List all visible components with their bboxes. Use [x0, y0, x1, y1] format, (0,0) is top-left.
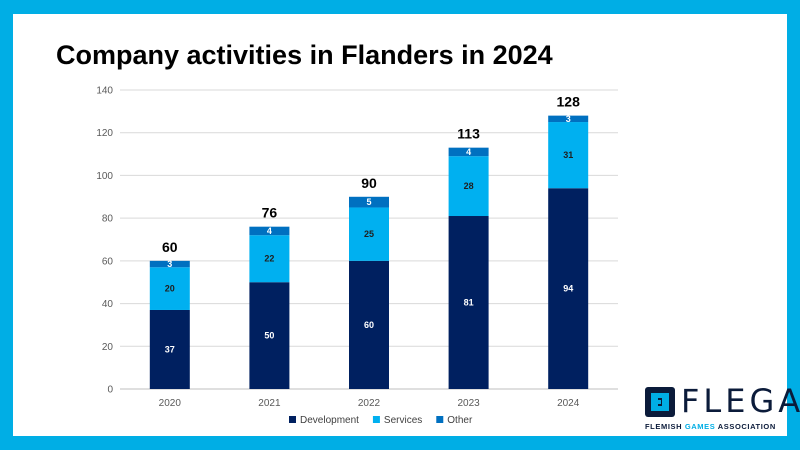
data-label: 28	[464, 181, 474, 191]
data-label: 4	[466, 147, 471, 157]
data-label: 3	[167, 259, 172, 269]
bar-segment	[149, 309, 190, 389]
flega-logo: FLEGA FLEMISH GAMES ASSOCIATION	[645, 382, 800, 432]
y-tick-label: 100	[96, 171, 113, 182]
data-label: 3	[566, 114, 571, 124]
legend-entry: Other	[447, 415, 473, 426]
page-title: Company activities in Flanders in 2024	[56, 40, 553, 70]
bar-segment	[548, 122, 589, 189]
bar-segment	[349, 260, 389, 389]
data-label: 5	[366, 197, 371, 207]
legend-swatch	[436, 416, 444, 423]
data-label: 81	[464, 298, 474, 308]
bar-segment	[448, 216, 489, 389]
logo-subtitle: FLEMISH GAMES ASSOCIATION	[645, 422, 776, 431]
data-label: 37	[165, 344, 175, 354]
bar-segment	[448, 147, 489, 157]
total-label: 128	[557, 94, 581, 110]
data-label: 31	[563, 150, 573, 160]
logo-wordmark: FLEGA	[681, 382, 800, 420]
x-tick-label: 2023	[457, 398, 480, 409]
bar-segment	[149, 267, 190, 310]
data-label: 50	[264, 331, 274, 341]
bar-segment	[448, 156, 489, 217]
legend-entry: Development	[300, 415, 359, 426]
data-label: 22	[264, 254, 274, 264]
y-tick-label: 0	[107, 385, 113, 396]
x-tick-label: 2020	[159, 398, 182, 409]
flega-mark-icon	[645, 387, 675, 417]
data-label: 20	[165, 284, 175, 294]
x-tick-label: 2024	[557, 398, 580, 409]
legend-swatch	[289, 416, 296, 423]
bar-segment	[149, 260, 190, 268]
y-tick-label: 40	[102, 299, 114, 310]
legend-entry: Services	[384, 415, 422, 426]
y-tick-label: 140	[96, 86, 113, 97]
slide: Company activities in Flanders in 2024 0…	[13, 14, 800, 436]
data-label: 4	[267, 226, 272, 236]
bar-segment	[548, 115, 589, 123]
bar-segment	[349, 196, 389, 208]
y-tick-label: 20	[102, 342, 114, 353]
data-label: 60	[364, 320, 374, 330]
y-tick-label: 120	[96, 128, 113, 139]
total-label: 76	[262, 205, 278, 221]
bar-segment	[249, 226, 290, 236]
data-label: 94	[563, 284, 573, 294]
bar-segment	[249, 282, 290, 389]
stacked-bar-chart: 0 20 40 60 80 100 120 140 37 20 3 60 2020 50 22 4 76 2021…	[96, 86, 618, 426]
bar-segment	[349, 207, 389, 261]
x-tick-label: 2022	[358, 398, 381, 409]
x-tick-label: 2021	[258, 398, 281, 409]
total-label: 60	[162, 239, 178, 255]
legend-swatch	[372, 416, 380, 423]
y-tick-label: 80	[102, 214, 114, 225]
bar-segment	[548, 188, 589, 389]
data-label: 25	[364, 229, 374, 239]
bar-segment	[249, 235, 290, 283]
total-label: 90	[361, 175, 377, 191]
y-tick-label: 60	[102, 256, 114, 267]
total-label: 113	[457, 126, 480, 142]
